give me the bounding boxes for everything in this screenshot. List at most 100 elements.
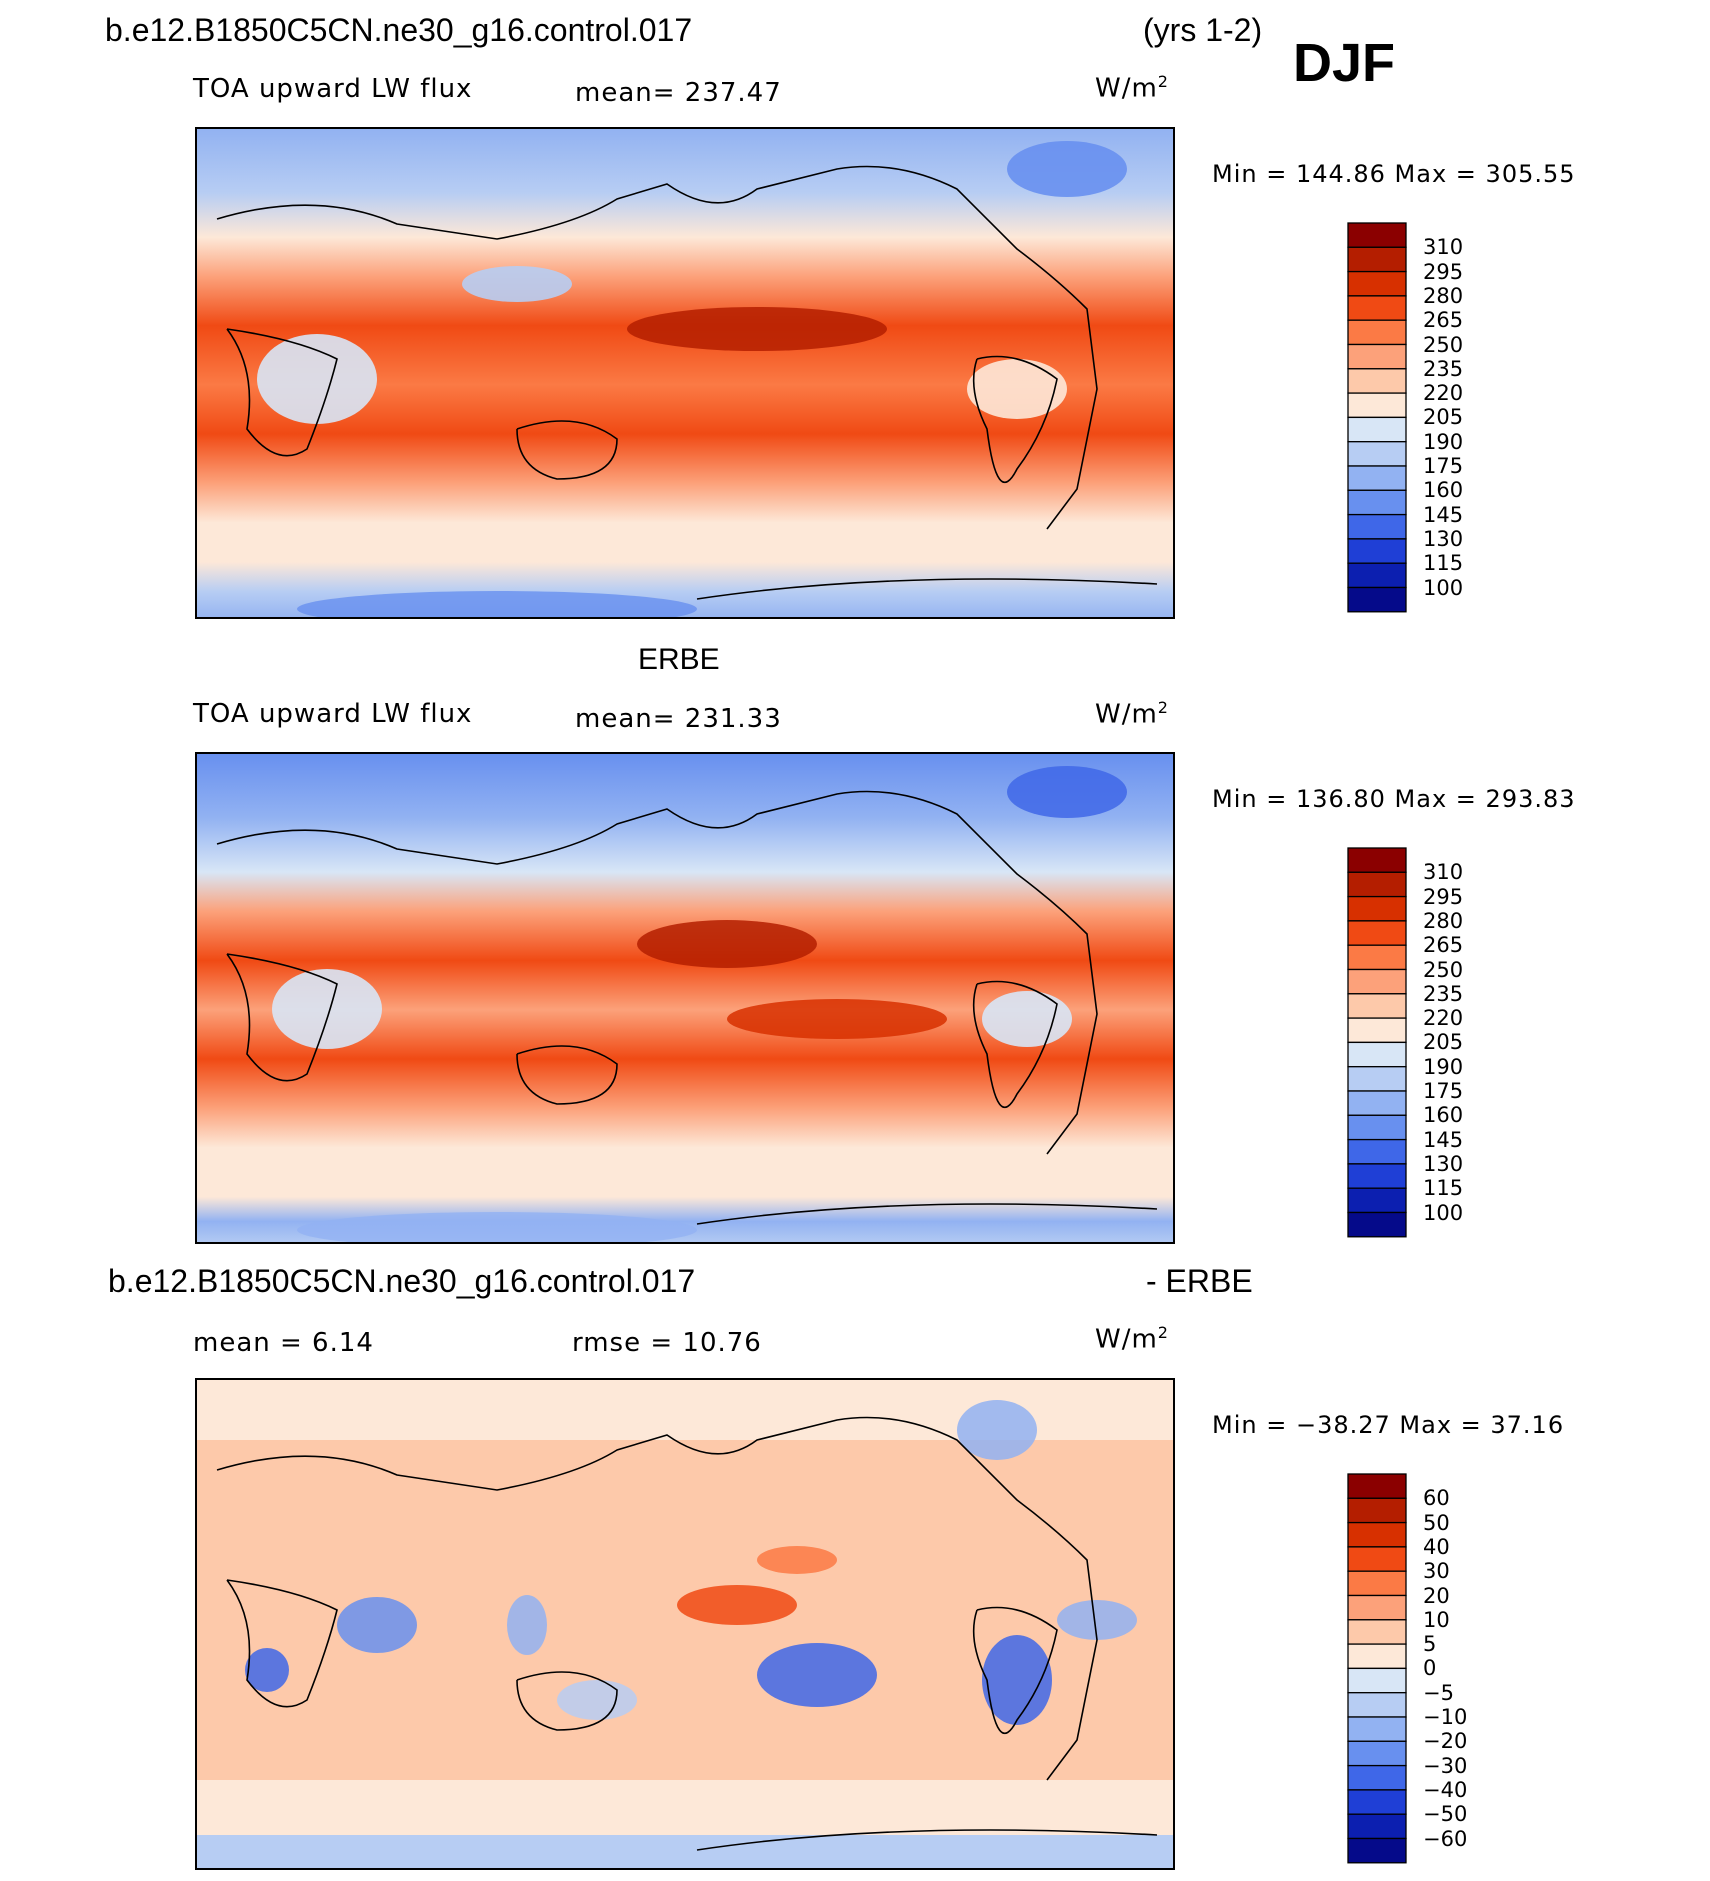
panel1-variable: TOA upward LW flux [193, 74, 473, 104]
panel3-title-left: b.e12.B1850C5CN.ne30_g16.control.017 [108, 1263, 696, 1299]
colorbar-swatch [1347, 1521, 1407, 1548]
panel2-minmax: Min = 136.80 Max = 293.83 [1212, 785, 1576, 813]
colorbar-swatch [1347, 586, 1407, 613]
panel3-units: W/m2 [1095, 1323, 1169, 1355]
colorbar-tick-label: 115 [1423, 1176, 1464, 1201]
colorbar-swatch [1347, 944, 1407, 971]
colorbar-tick-label: 205 [1423, 1030, 1464, 1055]
panel1-map-field [197, 129, 1173, 617]
panel2-map-field [197, 754, 1173, 1242]
panel2-units: W/m2 [1095, 698, 1169, 730]
panel3-mean: mean = 6.14 [193, 1328, 374, 1358]
panel3-map [195, 1378, 1175, 1870]
colorbar-swatch [1347, 1041, 1407, 1068]
colorbar-tick-label: 280 [1423, 283, 1464, 308]
colorbar-swatch [1347, 1716, 1407, 1742]
colorbar-swatch [1347, 270, 1407, 297]
colorbar-swatch [1347, 1473, 1407, 1499]
colorbar-swatch [1347, 1211, 1407, 1238]
colorbar-tick-label: 265 [1423, 933, 1464, 958]
colorbar-tick-label: 310 [1423, 860, 1464, 885]
colorbar-tick-label: −30 [1423, 1753, 1468, 1778]
case-title: b.e12.B1850C5CN.ne30_g16.control.017 [105, 12, 693, 48]
colorbar-tick-label: 220 [1423, 381, 1464, 406]
panel3-title-right: - ERBE [1146, 1263, 1253, 1299]
colorbar-swatch [1347, 1789, 1407, 1815]
colorbar-swatch [1347, 222, 1407, 248]
colorbar-swatch [1347, 1570, 1407, 1597]
colorbar-tick-label: −40 [1423, 1777, 1468, 1802]
colorbar-tick-label: 130 [1423, 526, 1464, 551]
colorbar-tick-label: 40 [1423, 1534, 1450, 1559]
colorbar-swatch [1347, 1837, 1407, 1864]
colorbar-swatch [1347, 1546, 1407, 1572]
years-label: (yrs 1-2) [1143, 12, 1263, 48]
colorbar-swatch [1347, 246, 1407, 273]
colorbar-swatch [1347, 465, 1407, 491]
colorbar-tick-label: 20 [1423, 1583, 1450, 1608]
colorbar-swatch [1347, 441, 1407, 467]
panel2-title: ERBE [638, 643, 720, 676]
colorbar-swatch [1347, 847, 1407, 873]
panel3-rmse: rmse = 10.76 [572, 1328, 762, 1358]
panel3-map-field [197, 1380, 1173, 1868]
colorbar-tick-label: 145 [1423, 1127, 1464, 1152]
panel1-map [195, 127, 1175, 619]
colorbar-swatch [1347, 1764, 1407, 1791]
colorbar-tick-label: 160 [1423, 1103, 1464, 1128]
colorbar-tick-label: 310 [1423, 235, 1464, 260]
colorbar-swatch [1347, 1187, 1407, 1214]
colorbar-swatch [1347, 1163, 1407, 1189]
colorbar-tick-label: 175 [1423, 1079, 1464, 1103]
colorbar-swatch [1347, 562, 1407, 589]
colorbar-tick-label: 235 [1423, 356, 1464, 381]
colorbar-tick-label: 265 [1423, 308, 1464, 333]
colorbar-tick-label: 295 [1423, 884, 1464, 909]
panel2-colorbar: 310 295 280 265 250 235 220 205 190 175 160 145 130 1… [1347, 847, 1463, 1238]
colorbar-tick-label: 235 [1423, 981, 1464, 1006]
colorbar-swatch [1347, 319, 1407, 346]
colorbar-swatch [1347, 1594, 1407, 1621]
panel1-minmax: Min = 144.86 Max = 305.55 [1212, 160, 1576, 188]
colorbar-swatch [1347, 1692, 1407, 1718]
colorbar-tick-label: 100 [1423, 575, 1464, 600]
colorbar-swatch [1347, 1497, 1407, 1524]
colorbar-tick-label: 100 [1423, 1200, 1464, 1225]
colorbar-swatch [1347, 1138, 1407, 1165]
colorbar-tick-label: 220 [1423, 1006, 1464, 1031]
colorbar-swatch [1347, 489, 1407, 516]
colorbar-tick-label: −60 [1423, 1826, 1468, 1851]
colorbar-swatch [1347, 1643, 1407, 1670]
panel2-variable: TOA upward LW flux [193, 699, 473, 729]
colorbar-tick-label: 60 [1423, 1486, 1450, 1511]
colorbar-swatch [1347, 343, 1407, 370]
colorbar-swatch [1347, 1114, 1407, 1141]
panel3-colorbar: 60 50 40 30 20 10 5 0 −5 −10 −20 −30 −40 −50 −60 [1347, 1473, 1467, 1864]
colorbar-swatch [1347, 1667, 1407, 1694]
colorbar-swatches [1347, 847, 1407, 1238]
colorbar-tick-label: 5 [1423, 1632, 1437, 1657]
colorbar-tick-label: 190 [1423, 429, 1464, 454]
colorbar-tick-label: 50 [1423, 1510, 1450, 1535]
colorbar-tick-label: 190 [1423, 1054, 1464, 1079]
colorbar-tick-label: 0 [1423, 1656, 1437, 1681]
panel2-mean: mean= 231.33 [575, 704, 782, 734]
panel2-map [195, 752, 1175, 1244]
colorbar-swatch [1347, 368, 1407, 394]
colorbar-swatches [1347, 1473, 1407, 1864]
colorbar-swatch [1347, 993, 1407, 1019]
colorbar-swatch [1347, 1090, 1407, 1116]
colorbar-tick-label: 250 [1423, 957, 1464, 982]
colorbar-swatch [1347, 1017, 1407, 1044]
colorbar-tick-label: 175 [1423, 454, 1464, 478]
colorbar-swatch [1347, 416, 1407, 443]
colorbar-swatch [1347, 968, 1407, 995]
panel1-mean: mean= 237.47 [575, 78, 782, 108]
colorbar-swatch [1347, 1740, 1407, 1767]
colorbar-tick-label: 130 [1423, 1151, 1464, 1176]
colorbar-swatch [1347, 295, 1407, 321]
colorbar-tick-label: −10 [1423, 1705, 1468, 1729]
season-label: DJF [1293, 33, 1396, 93]
panel3-minmax: Min = −38.27 Max = 37.16 [1212, 1411, 1565, 1439]
colorbar-tick-label: 160 [1423, 478, 1464, 503]
